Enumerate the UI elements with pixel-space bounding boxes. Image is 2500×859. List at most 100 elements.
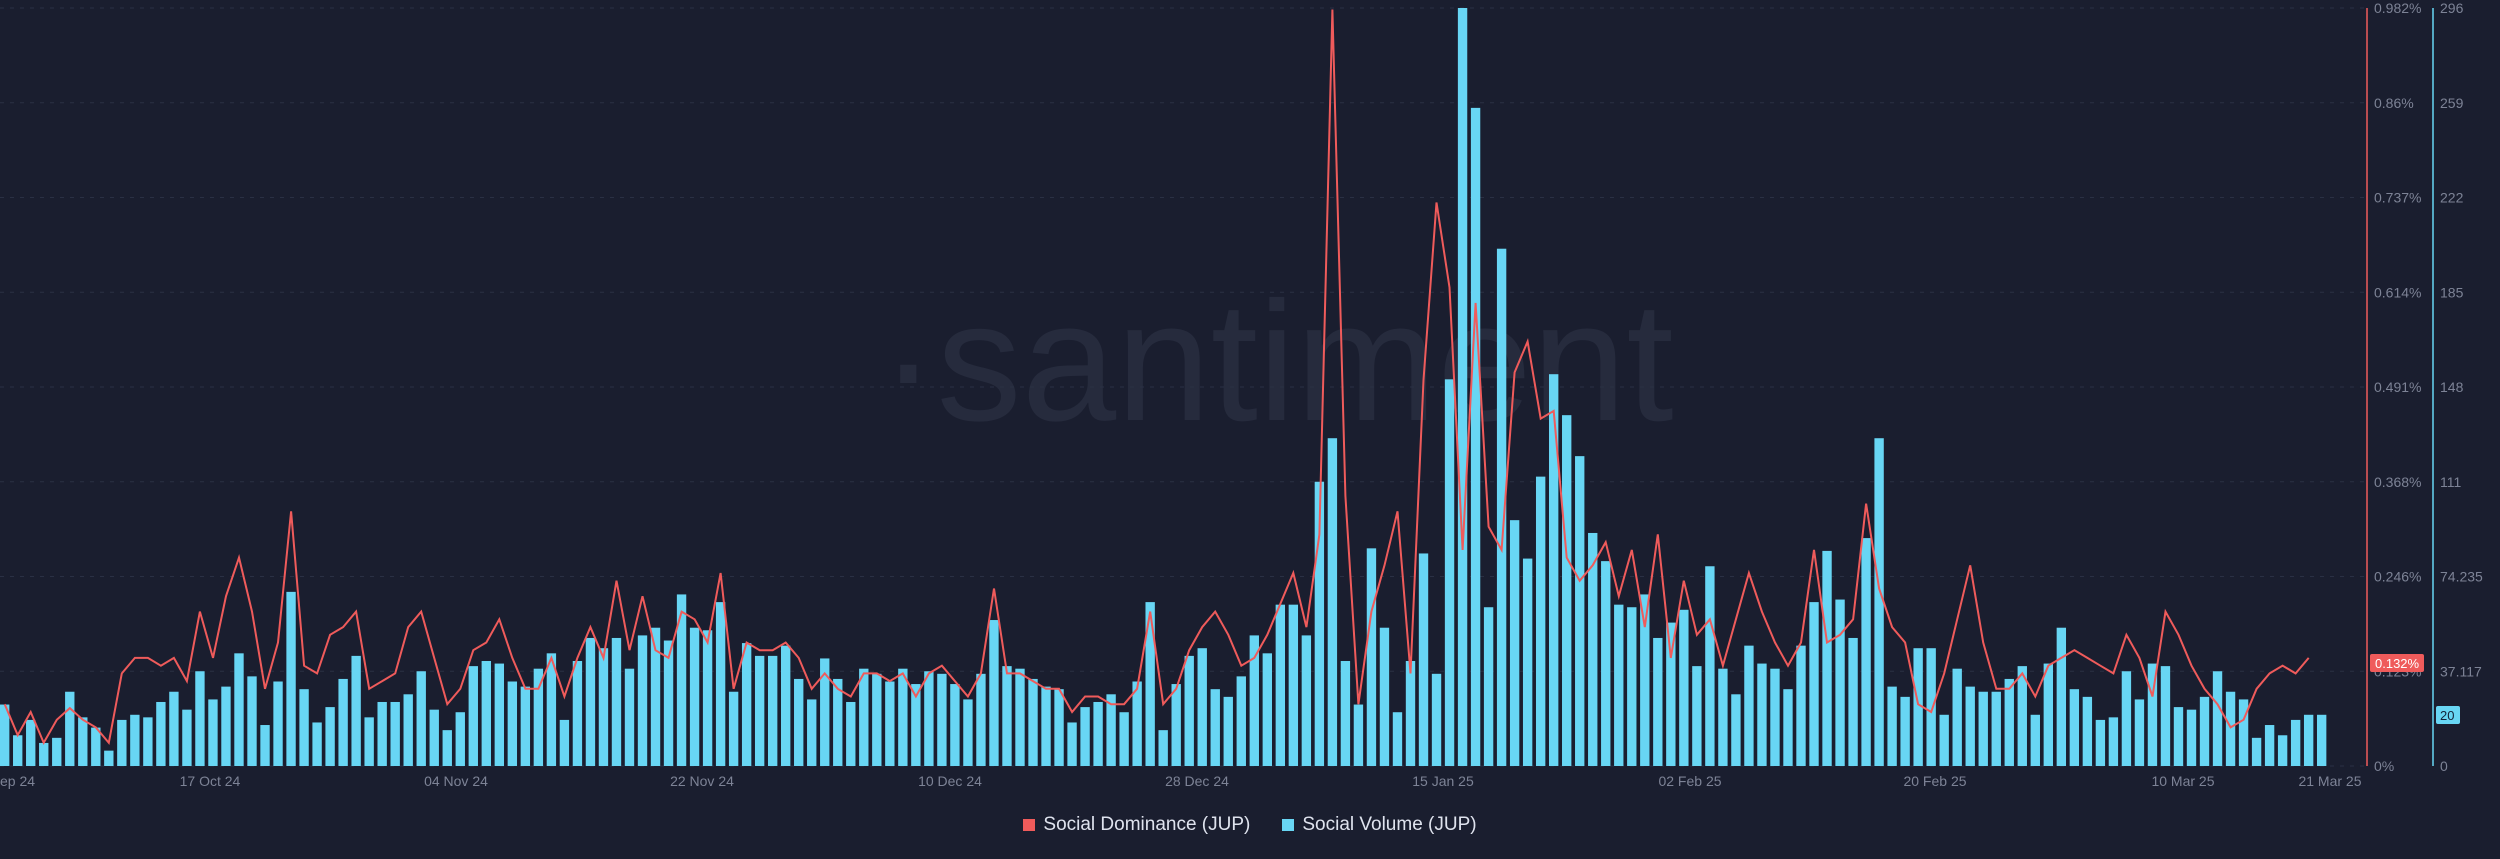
volume-bar: [663, 640, 674, 766]
volume-bar: [963, 699, 973, 766]
volume-bar: [624, 668, 635, 766]
volume-bar: [1496, 248, 1507, 767]
volume-bar: [2043, 663, 2054, 766]
volume-bar: [689, 627, 700, 766]
legend-item-social-volume[interactable]: Social Volume (JUP): [1282, 814, 1477, 836]
volume-bar: [39, 742, 49, 766]
volume-bar: [156, 701, 166, 766]
social-volume-bars: [0, 8, 2327, 767]
social-dominance-swatch: [1023, 819, 1036, 831]
volume-bar: [2134, 699, 2145, 766]
volume-bar: [728, 691, 739, 766]
volume-bar: [117, 719, 127, 766]
volume-bar: [1379, 627, 1390, 766]
volume-bar: [2030, 714, 2040, 766]
volume-bar: [989, 620, 999, 766]
volume-bar: [2173, 707, 2184, 766]
legend-label-social-volume: Social Volume (JUP): [1302, 814, 1477, 835]
right-axis-tick-label: 185: [2440, 284, 2464, 300]
volume-bar: [1015, 668, 1025, 766]
grid-lines: [0, 7, 2367, 767]
right-axis-tick-label: 37.117: [2440, 663, 2482, 679]
volume-bar: [2316, 714, 2327, 766]
volume-bar: [1314, 481, 1325, 766]
volume-bar: [351, 655, 361, 766]
volume-bar: [572, 661, 583, 766]
x-axis-tick-label: 15 Jan 25: [1412, 773, 1474, 789]
right-axis-tick-label: 259: [2440, 95, 2464, 111]
volume-bar: [1757, 663, 1767, 766]
left-axis-tick-label: 0.368%: [2374, 474, 2421, 490]
volume-bar: [1444, 379, 1455, 766]
volume-bar: [182, 709, 192, 766]
volume-bar: [1184, 655, 1194, 766]
volume-bar: [429, 709, 439, 766]
volume-bar: [2069, 689, 2080, 766]
volume-bar: [2290, 719, 2301, 766]
volume-bar: [585, 637, 596, 766]
volume-bar: [1783, 689, 1793, 766]
volume-bar: [442, 730, 452, 766]
volume-bar: [781, 645, 791, 766]
volume-bar: [598, 648, 609, 766]
volume-bar: [911, 684, 921, 766]
volume-current-badge: 20: [2436, 706, 2460, 724]
volume-bar: [950, 684, 960, 766]
volume-bar: [169, 691, 179, 766]
x-axis-tick-label: 04 Nov 24: [424, 773, 488, 789]
volume-bar: [976, 673, 986, 766]
right-axis-tick-label: 296: [2440, 0, 2464, 16]
volume-bar: [885, 681, 895, 766]
left-axis-tick-label: 0.86%: [2374, 95, 2414, 111]
right-axis-ticks: 296 259 222 185 148 111 74.235 37.117 0: [2440, 0, 2483, 774]
volume-bar: [741, 643, 752, 766]
volume-bar: [390, 701, 400, 766]
volume-bar: [1653, 637, 1663, 766]
volume-bar: [13, 735, 23, 766]
volume-bar: [1470, 107, 1481, 766]
volume-bar: [1275, 604, 1286, 766]
right-axis-tick-label: 222: [2440, 190, 2464, 206]
x-axis-tick-label: ep 24: [0, 773, 35, 789]
dominance-current-label: 0.132%: [2375, 656, 2420, 671]
left-axis-tick-label: 0.246%: [2374, 569, 2421, 585]
volume-bar: [1926, 648, 1936, 766]
volume-bar: [1171, 684, 1181, 766]
volume-bar: [1939, 714, 1949, 766]
volume-bar: [1744, 645, 1754, 766]
right-axis-tick-label: 0: [2440, 758, 2448, 774]
volume-bar: [1627, 607, 1637, 766]
volume-bar: [1028, 678, 1038, 766]
volume-bar: [2017, 666, 2027, 766]
volume-bar: [1249, 635, 1259, 766]
volume-bar: [754, 655, 765, 766]
volume-bar: [702, 630, 713, 766]
volume-bar: [1705, 566, 1715, 766]
volume-bar: [2303, 714, 2314, 766]
volume-bar: [1106, 694, 1116, 766]
x-axis-tick-label: 20 Feb 25: [1903, 773, 1966, 789]
volume-bar: [1809, 602, 1819, 766]
volume-bar: [1210, 689, 1220, 766]
volume-bar: [1236, 676, 1246, 766]
volume-bar: [924, 671, 934, 766]
volume-bar: [2147, 663, 2158, 766]
volume-bar: [1301, 635, 1312, 766]
volume-bar: [1679, 609, 1689, 766]
volume-bar: [1002, 666, 1012, 766]
volume-bar: [1601, 561, 1611, 766]
volume-bar: [1262, 653, 1272, 766]
volume-bar: [1080, 707, 1090, 766]
legend-item-social-dominance[interactable]: Social Dominance (JUP): [1023, 814, 1250, 836]
volume-bar: [1457, 8, 1468, 766]
volume-bar: [1770, 668, 1780, 766]
volume-bar: [820, 658, 830, 766]
x-axis-ticks: ep 24 17 Oct 24 04 Nov 24 22 Nov 24 10 Dec 2…: [0, 773, 2362, 789]
volume-bar: [1067, 722, 1077, 766]
volume-bar: [221, 686, 231, 766]
volume-bar: [1418, 553, 1429, 766]
volume-bar: [2160, 666, 2171, 766]
volume-bar: [2186, 709, 2197, 766]
volume-bar: [1874, 438, 1884, 766]
volume-bar: [1158, 730, 1168, 766]
